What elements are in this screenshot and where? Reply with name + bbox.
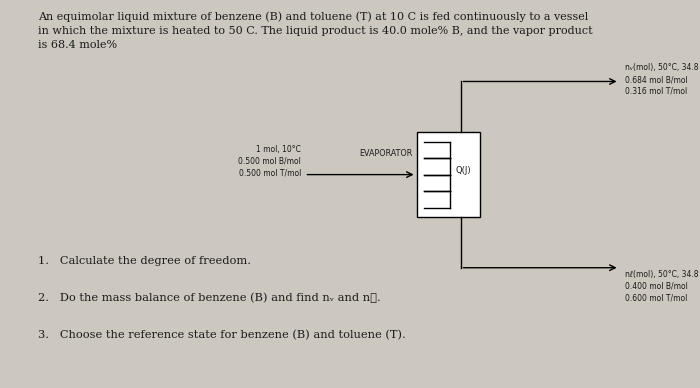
Text: nᵥ(mol), 50°C, 34.8 mm Hg
0.684 mol B/mol
0.316 mol T/mol: nᵥ(mol), 50°C, 34.8 mm Hg 0.684 mol B/mo… [625,63,700,96]
Text: 1 mol, 10°C
0.500 mol B/mol
0.500 mol T/mol: 1 mol, 10°C 0.500 mol B/mol 0.500 mol T/… [238,145,301,177]
Text: EVAPORATOR: EVAPORATOR [360,149,413,158]
Text: 1.   Calculate the degree of freedom.: 1. Calculate the degree of freedom. [38,256,251,266]
Text: 3.   Choose the reference state for benzene (B) and toluene (T).: 3. Choose the reference state for benzen… [38,330,406,340]
Text: Q(J): Q(J) [456,166,471,175]
Text: 2.   Do the mass balance of benzene (B) and find nᵥ and nℓ.: 2. Do the mass balance of benzene (B) an… [38,293,382,303]
Text: nℓ(mol), 50°C, 34.8 mm Hg
0.400 mol B/mol
0.600 mol T/mol: nℓ(mol), 50°C, 34.8 mm Hg 0.400 mol B/mo… [625,270,700,302]
Text: An equimolar liquid mixture of benzene (B) and toluene (T) at 10 C is fed contin: An equimolar liquid mixture of benzene (… [38,12,593,50]
Bar [416,132,480,217]
